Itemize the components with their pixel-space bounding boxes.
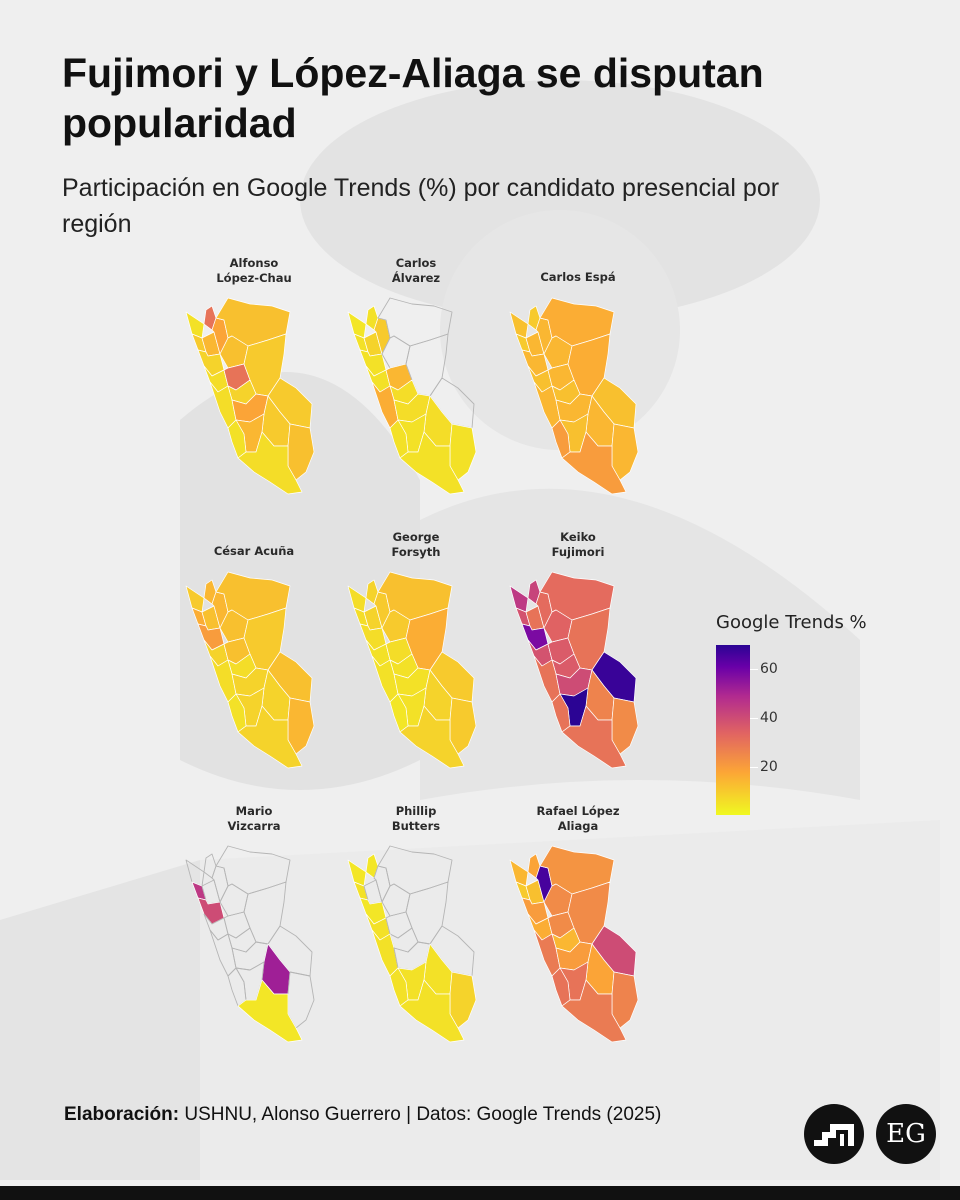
panel-title: Phillip Butters (346, 804, 486, 834)
legend-tick-mark (750, 669, 758, 670)
region-south-coast (561, 431, 627, 495)
region-south-coast (561, 705, 627, 769)
peru-map (347, 845, 477, 1043)
peru-map (509, 845, 639, 1043)
peru-map (185, 297, 315, 495)
panel-title: César Acuña (184, 544, 324, 559)
panel-title: Mario Vizcarra (184, 804, 324, 834)
region-lima (371, 929, 399, 977)
region-puno (611, 697, 639, 755)
region-ica-coast (227, 967, 247, 1007)
panel-title: George Forsyth (346, 530, 486, 560)
peru-map (185, 845, 315, 1043)
map-panel: Carlos Álvarez (346, 256, 546, 516)
credits-label: Elaboración: (64, 1104, 180, 1125)
region-puno (611, 971, 639, 1029)
region-north-coast (509, 311, 529, 339)
region-north-coast (185, 585, 205, 613)
region-far-north (365, 853, 379, 879)
region-puno (449, 423, 477, 481)
map-panel: César Acuña (184, 530, 384, 790)
panel-title: Carlos Espá (508, 270, 648, 285)
region-puno (287, 697, 315, 755)
region-south-coast (237, 431, 303, 495)
region-south-coast (561, 979, 627, 1043)
legend-colorbar (716, 645, 750, 815)
legend-tick-label: 40 (760, 710, 778, 726)
chart-subtitle: Participación en Google Trends (%) por c… (62, 174, 780, 238)
peru-map (509, 571, 639, 769)
map-panel: Mario Vizcarra (184, 804, 384, 1064)
map-panel: Phillip Butters (346, 804, 546, 1064)
color-legend: Google Trends % 60 40 20 (716, 612, 916, 822)
panel-title-line: Carlos (395, 256, 437, 270)
region-north-coast (185, 859, 205, 887)
panel-title-line: César Acuña (213, 544, 295, 558)
credits: Elaboración: USHNU, Alonso Guerrero | Da… (64, 1104, 661, 1126)
region-north-coast (347, 311, 367, 339)
peru-map (185, 571, 315, 769)
region-north-coast (509, 585, 529, 613)
region-south-coast (399, 705, 465, 769)
legend-title: Google Trends % (716, 612, 867, 633)
map-panel: Alfonso López-Chau (184, 256, 384, 516)
region-amazonas (373, 865, 391, 903)
peru-map (347, 297, 477, 495)
panel-title-line: Butters (391, 819, 441, 833)
panel-title-line: Phillip (395, 804, 437, 818)
panel-title-line: Carlos Espá (540, 270, 616, 284)
peru-map (509, 297, 639, 495)
region-puno (611, 423, 639, 481)
legend-tick-mark (750, 767, 758, 768)
panel-title-line: George (392, 530, 440, 544)
panel-title: Alfonso López-Chau (184, 256, 324, 286)
region-north-coast (347, 859, 367, 887)
ushnu-stair-icon (814, 1124, 854, 1146)
panel-title: Carlos Álvarez (346, 256, 486, 286)
map-panel: Keiko Fujimori (508, 530, 708, 790)
panel-title: Keiko Fujimori (508, 530, 648, 560)
peru-map (347, 571, 477, 769)
region-puno (449, 697, 477, 755)
region-north-coast (509, 859, 529, 887)
panel-title-line: Forsyth (391, 545, 441, 559)
credits-text: USHNU, Alonso Guerrero | Datos: Google T… (179, 1104, 662, 1125)
legend-tick-mark (750, 718, 758, 719)
panel-title-line: Alfonso (229, 256, 279, 270)
map-panel: Carlos Espá (508, 256, 708, 516)
region-south-coast (399, 431, 465, 495)
eg-logo: EG (876, 1104, 936, 1164)
panel-title: Rafael López Aliaga (508, 804, 648, 834)
map-panel: George Forsyth (346, 530, 546, 790)
region-puno (287, 971, 315, 1029)
panel-title-line: Álvarez (391, 271, 441, 285)
region-amazonas (211, 865, 229, 903)
region-north-coast (185, 311, 205, 339)
panel-title-line: Rafael López (536, 804, 620, 818)
region-puno (449, 971, 477, 1029)
panel-title-line: López-Chau (216, 271, 292, 285)
panel-title-line: Aliaga (557, 819, 599, 833)
ushnu-logo (804, 1104, 864, 1164)
region-ucayali (243, 881, 287, 945)
legend-tick-label: 60 (760, 661, 778, 677)
region-south-coast (399, 979, 465, 1043)
region-ucayali (405, 881, 449, 945)
legend-tick-label: 20 (760, 759, 778, 775)
panel-title-line: Fujimori (551, 545, 605, 559)
chart-title: Fujimori y López-Aliaga se disputan popu… (62, 50, 764, 146)
bottom-bar (0, 1186, 960, 1200)
region-south-coast (237, 705, 303, 769)
region-north-coast (347, 585, 367, 613)
map-panel: Rafael López Aliaga (508, 804, 708, 1064)
region-south-coast (237, 979, 303, 1043)
region-puno (287, 423, 315, 481)
panel-title-line: Mario (235, 804, 273, 818)
region-far-north (203, 853, 217, 879)
region-junin (231, 941, 269, 971)
panel-title-line: Keiko (560, 530, 596, 544)
panel-title-line: Vizcarra (227, 819, 281, 833)
region-lima (209, 929, 237, 977)
